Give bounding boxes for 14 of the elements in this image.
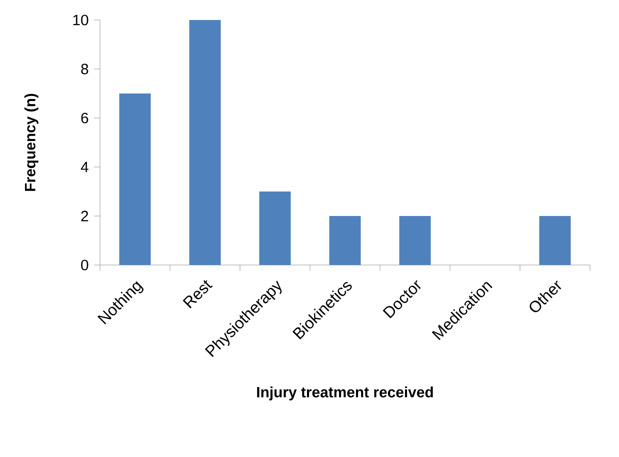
y-tick-label: 2 xyxy=(81,210,88,222)
y-tick-label: 0 xyxy=(81,260,88,270)
bar xyxy=(329,216,361,265)
bar xyxy=(119,93,151,265)
bar xyxy=(259,192,291,265)
y-tick-label: 10 xyxy=(73,14,88,26)
y-tick-label: 4 xyxy=(80,162,88,172)
x-axis-title: Injury treatment received xyxy=(257,386,433,400)
bar xyxy=(189,20,221,265)
y-axis-title: Frequency (n) xyxy=(24,94,38,191)
bar xyxy=(399,216,431,265)
y-tick-label: 8 xyxy=(81,64,88,74)
y-tick-label: 6 xyxy=(81,112,88,124)
bar xyxy=(539,216,571,265)
